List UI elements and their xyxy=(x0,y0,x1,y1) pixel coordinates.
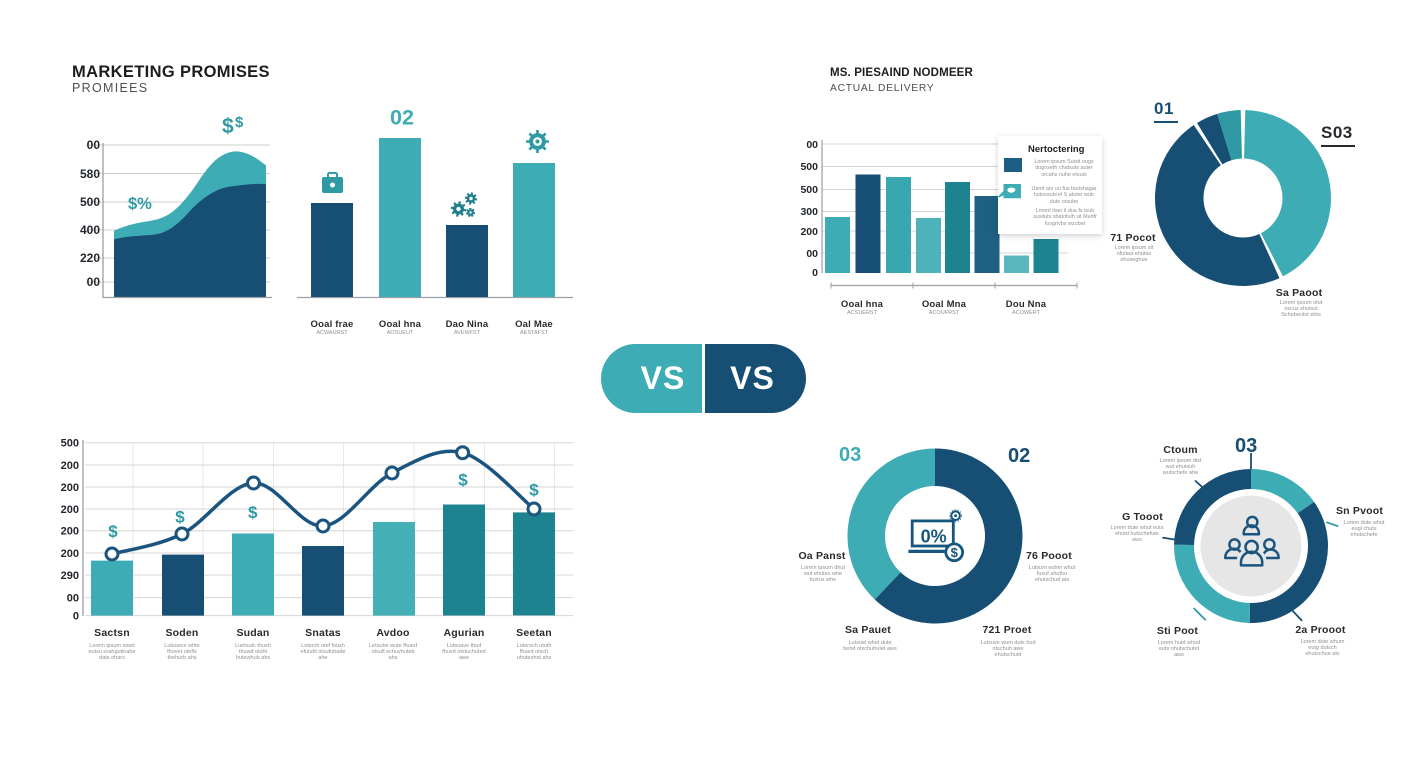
svg-text:580: 580 xyxy=(80,167,100,181)
svg-text:$: $ xyxy=(458,471,468,490)
svg-text:290: 290 xyxy=(61,570,79,582)
svg-text:200: 200 xyxy=(61,460,79,472)
svg-text:02: 02 xyxy=(390,106,414,130)
svg-text:0: 0 xyxy=(812,267,818,279)
svg-text:220: 220 xyxy=(80,251,100,265)
svg-text:00: 00 xyxy=(806,139,818,151)
svg-text:0: 0 xyxy=(73,611,79,623)
svg-text:200: 200 xyxy=(61,504,79,516)
svg-text:$: $ xyxy=(175,508,185,527)
svg-text:500: 500 xyxy=(80,195,100,209)
svg-text:$: $ xyxy=(222,115,234,138)
svg-text:200: 200 xyxy=(61,548,79,560)
svg-text:$: $ xyxy=(951,545,959,560)
svg-text:00: 00 xyxy=(806,248,818,260)
svg-text:$: $ xyxy=(529,481,539,500)
svg-text:200: 200 xyxy=(800,226,818,238)
svg-text:0%: 0% xyxy=(921,527,947,547)
svg-text:00: 00 xyxy=(67,593,79,605)
svg-text:500: 500 xyxy=(61,438,79,450)
svg-text:200: 200 xyxy=(61,526,79,538)
svg-text:$: $ xyxy=(235,114,244,131)
svg-text:$: $ xyxy=(108,522,118,541)
svg-text:400: 400 xyxy=(80,223,100,237)
svg-text:00: 00 xyxy=(87,275,101,289)
svg-text:00: 00 xyxy=(87,138,101,152)
svg-text:500: 500 xyxy=(800,184,818,196)
svg-text:$: $ xyxy=(248,503,258,522)
svg-text:200: 200 xyxy=(61,482,79,494)
svg-text:$%: $% xyxy=(128,195,152,213)
svg-text:300: 300 xyxy=(800,206,818,218)
svg-text:500: 500 xyxy=(800,161,818,173)
